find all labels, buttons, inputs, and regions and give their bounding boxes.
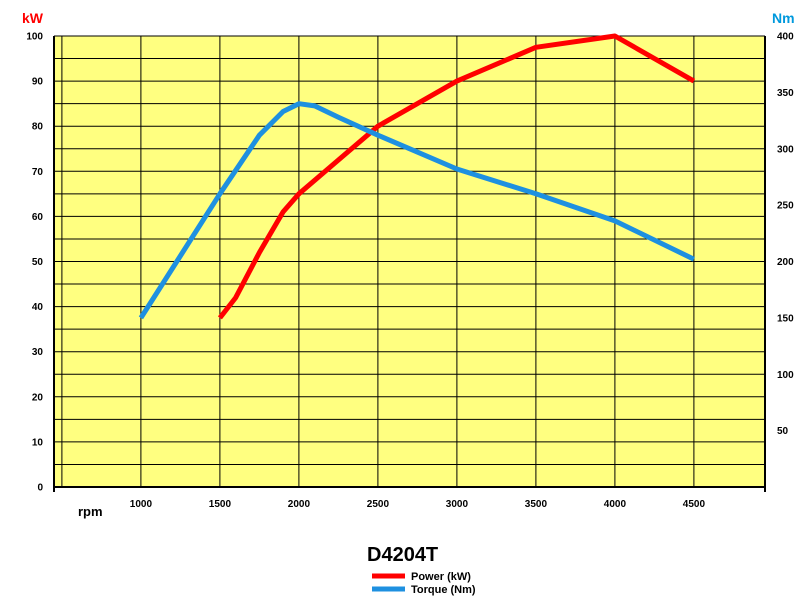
x-tick-label: 1500 — [209, 499, 232, 510]
legend-label-torque: Torque (Nm) — [411, 584, 476, 596]
grid — [54, 35, 765, 487]
x-tick-label: 2500 — [367, 499, 390, 510]
series-line-torque — [138, 101, 695, 320]
y-right-tick-label: 350 — [777, 88, 794, 99]
x-tick-label: 1000 — [130, 499, 153, 510]
y-left-tick-label: 30 — [32, 347, 44, 358]
y-left-tick-label: 70 — [32, 167, 44, 178]
y-left-tick-label: 60 — [32, 212, 44, 223]
y-right-unit-label: Nm — [772, 10, 795, 26]
y-left-tick-label: 50 — [32, 257, 44, 268]
x-tick-label: 3500 — [525, 499, 548, 510]
x-axis-label: rpm — [78, 504, 103, 519]
x-tick-label: 4000 — [604, 499, 627, 510]
y-left-tick-label: 40 — [32, 302, 44, 313]
y-left-tick-label: 90 — [32, 77, 44, 88]
y-right-tick-label: 400 — [777, 32, 794, 43]
y-right-tick-label: 200 — [777, 257, 794, 268]
x-tick-label: 3000 — [446, 499, 469, 510]
legend-label-power: Power (kW) — [411, 571, 471, 583]
y-right-tick-label: 50 — [777, 426, 789, 437]
series-layer — [138, 33, 696, 320]
y-right-tick-label: 300 — [777, 144, 794, 155]
y-left-tick-label: 0 — [37, 483, 43, 494]
y-right-tick-label: 250 — [777, 201, 794, 212]
x-tick-label: 4500 — [683, 499, 706, 510]
legend: Power (kW) Torque (Nm) — [372, 571, 476, 596]
x-tick-label: 2000 — [288, 499, 311, 510]
y-right-tick-label: 150 — [777, 313, 794, 324]
y-left-unit-label: kW — [22, 10, 44, 26]
tick-labels: 0 10 20 30 40 50 60 70 80 90 100 50 100 150 200 250 300 3… — [26, 32, 794, 511]
chart-title: D4204T — [367, 544, 438, 566]
y-left-tick-label: 10 — [32, 437, 44, 448]
series-line-power — [217, 33, 696, 320]
y-left-tick-label: 100 — [26, 32, 43, 43]
y-left-tick-label: 80 — [32, 122, 44, 133]
y-left-tick-label: 20 — [32, 392, 44, 403]
y-right-tick-label: 100 — [777, 370, 794, 381]
axes — [53, 36, 766, 492]
